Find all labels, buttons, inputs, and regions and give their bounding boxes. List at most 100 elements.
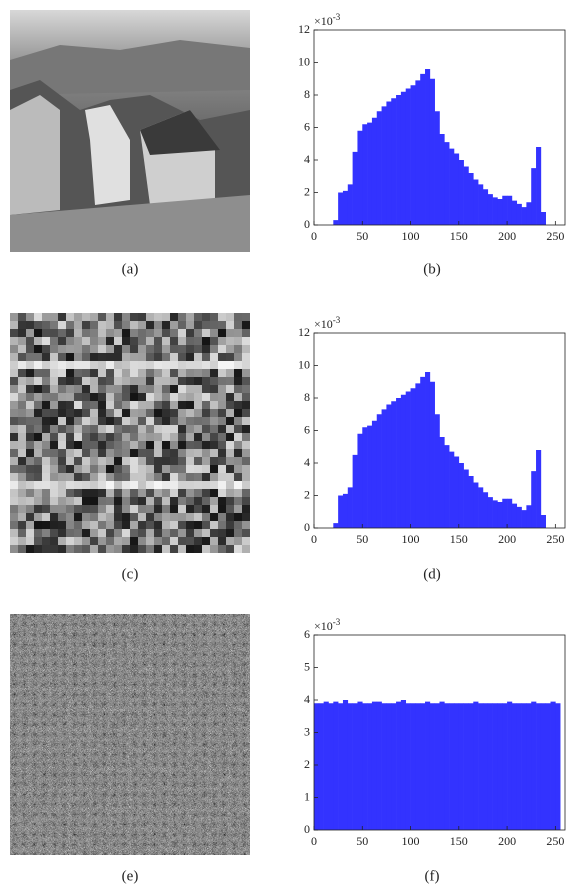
block [74,361,82,369]
block [218,513,226,521]
block [138,393,146,401]
block [218,361,226,369]
block [162,361,170,369]
block [58,505,66,513]
block [162,465,170,473]
block [74,313,82,321]
block [178,505,186,513]
block [58,473,66,481]
block [10,321,18,329]
block [202,497,210,505]
bar [463,703,469,830]
block [98,313,106,321]
bar [381,703,387,830]
block [34,361,42,369]
block [154,345,162,353]
block [218,313,226,321]
block [66,425,74,433]
block [42,529,50,537]
block [178,521,186,529]
block [194,361,202,369]
block [234,465,242,473]
block [18,401,26,409]
block [234,441,242,449]
block [98,545,106,553]
block [146,489,154,497]
block [242,473,250,481]
bar [478,184,484,225]
block [50,529,58,537]
bar [482,492,489,528]
block [154,441,162,449]
block [122,529,130,537]
block [170,313,178,321]
block [170,377,178,385]
block [42,489,50,497]
block [186,313,194,321]
block [154,425,162,433]
block [178,425,186,433]
block [162,353,170,361]
block [146,529,154,537]
block [82,537,90,545]
block [50,473,58,481]
block [114,409,122,417]
block [170,489,178,497]
block [34,545,42,553]
bar [473,701,479,830]
block [186,433,194,441]
block [138,497,146,505]
block [162,313,170,321]
block [154,545,162,553]
block [186,401,194,409]
block [18,545,26,553]
block [98,345,106,353]
block [74,521,82,529]
block [122,433,130,441]
bar [444,142,450,225]
block [10,481,18,489]
block [66,513,74,521]
block [218,457,226,465]
block [26,385,34,393]
y-tick-label: 3 [304,724,310,738]
block [154,369,162,377]
block [122,457,130,465]
block [130,513,138,521]
block [82,513,90,521]
block [90,377,98,385]
x-tick-label: 200 [498,532,516,546]
block [130,489,138,497]
block [66,497,74,505]
bar [410,388,416,528]
block [90,401,98,409]
block [122,337,130,345]
block [162,377,170,385]
block [74,369,82,377]
bar [386,101,392,225]
block [50,417,58,425]
block [218,369,226,377]
block [138,385,146,393]
image-a [10,10,250,252]
block [154,473,162,481]
block [26,529,34,537]
bar [396,95,402,225]
block [18,417,26,425]
block [10,401,18,409]
block [138,329,146,337]
bar [314,703,320,830]
block [242,401,250,409]
block [74,337,82,345]
block [170,441,178,449]
block [98,353,106,361]
bar [478,487,484,528]
block [194,433,202,441]
block [58,457,66,465]
block [10,433,18,441]
block [82,385,90,393]
block [50,441,58,449]
block [202,313,210,321]
bar [367,703,373,830]
block [18,313,26,321]
